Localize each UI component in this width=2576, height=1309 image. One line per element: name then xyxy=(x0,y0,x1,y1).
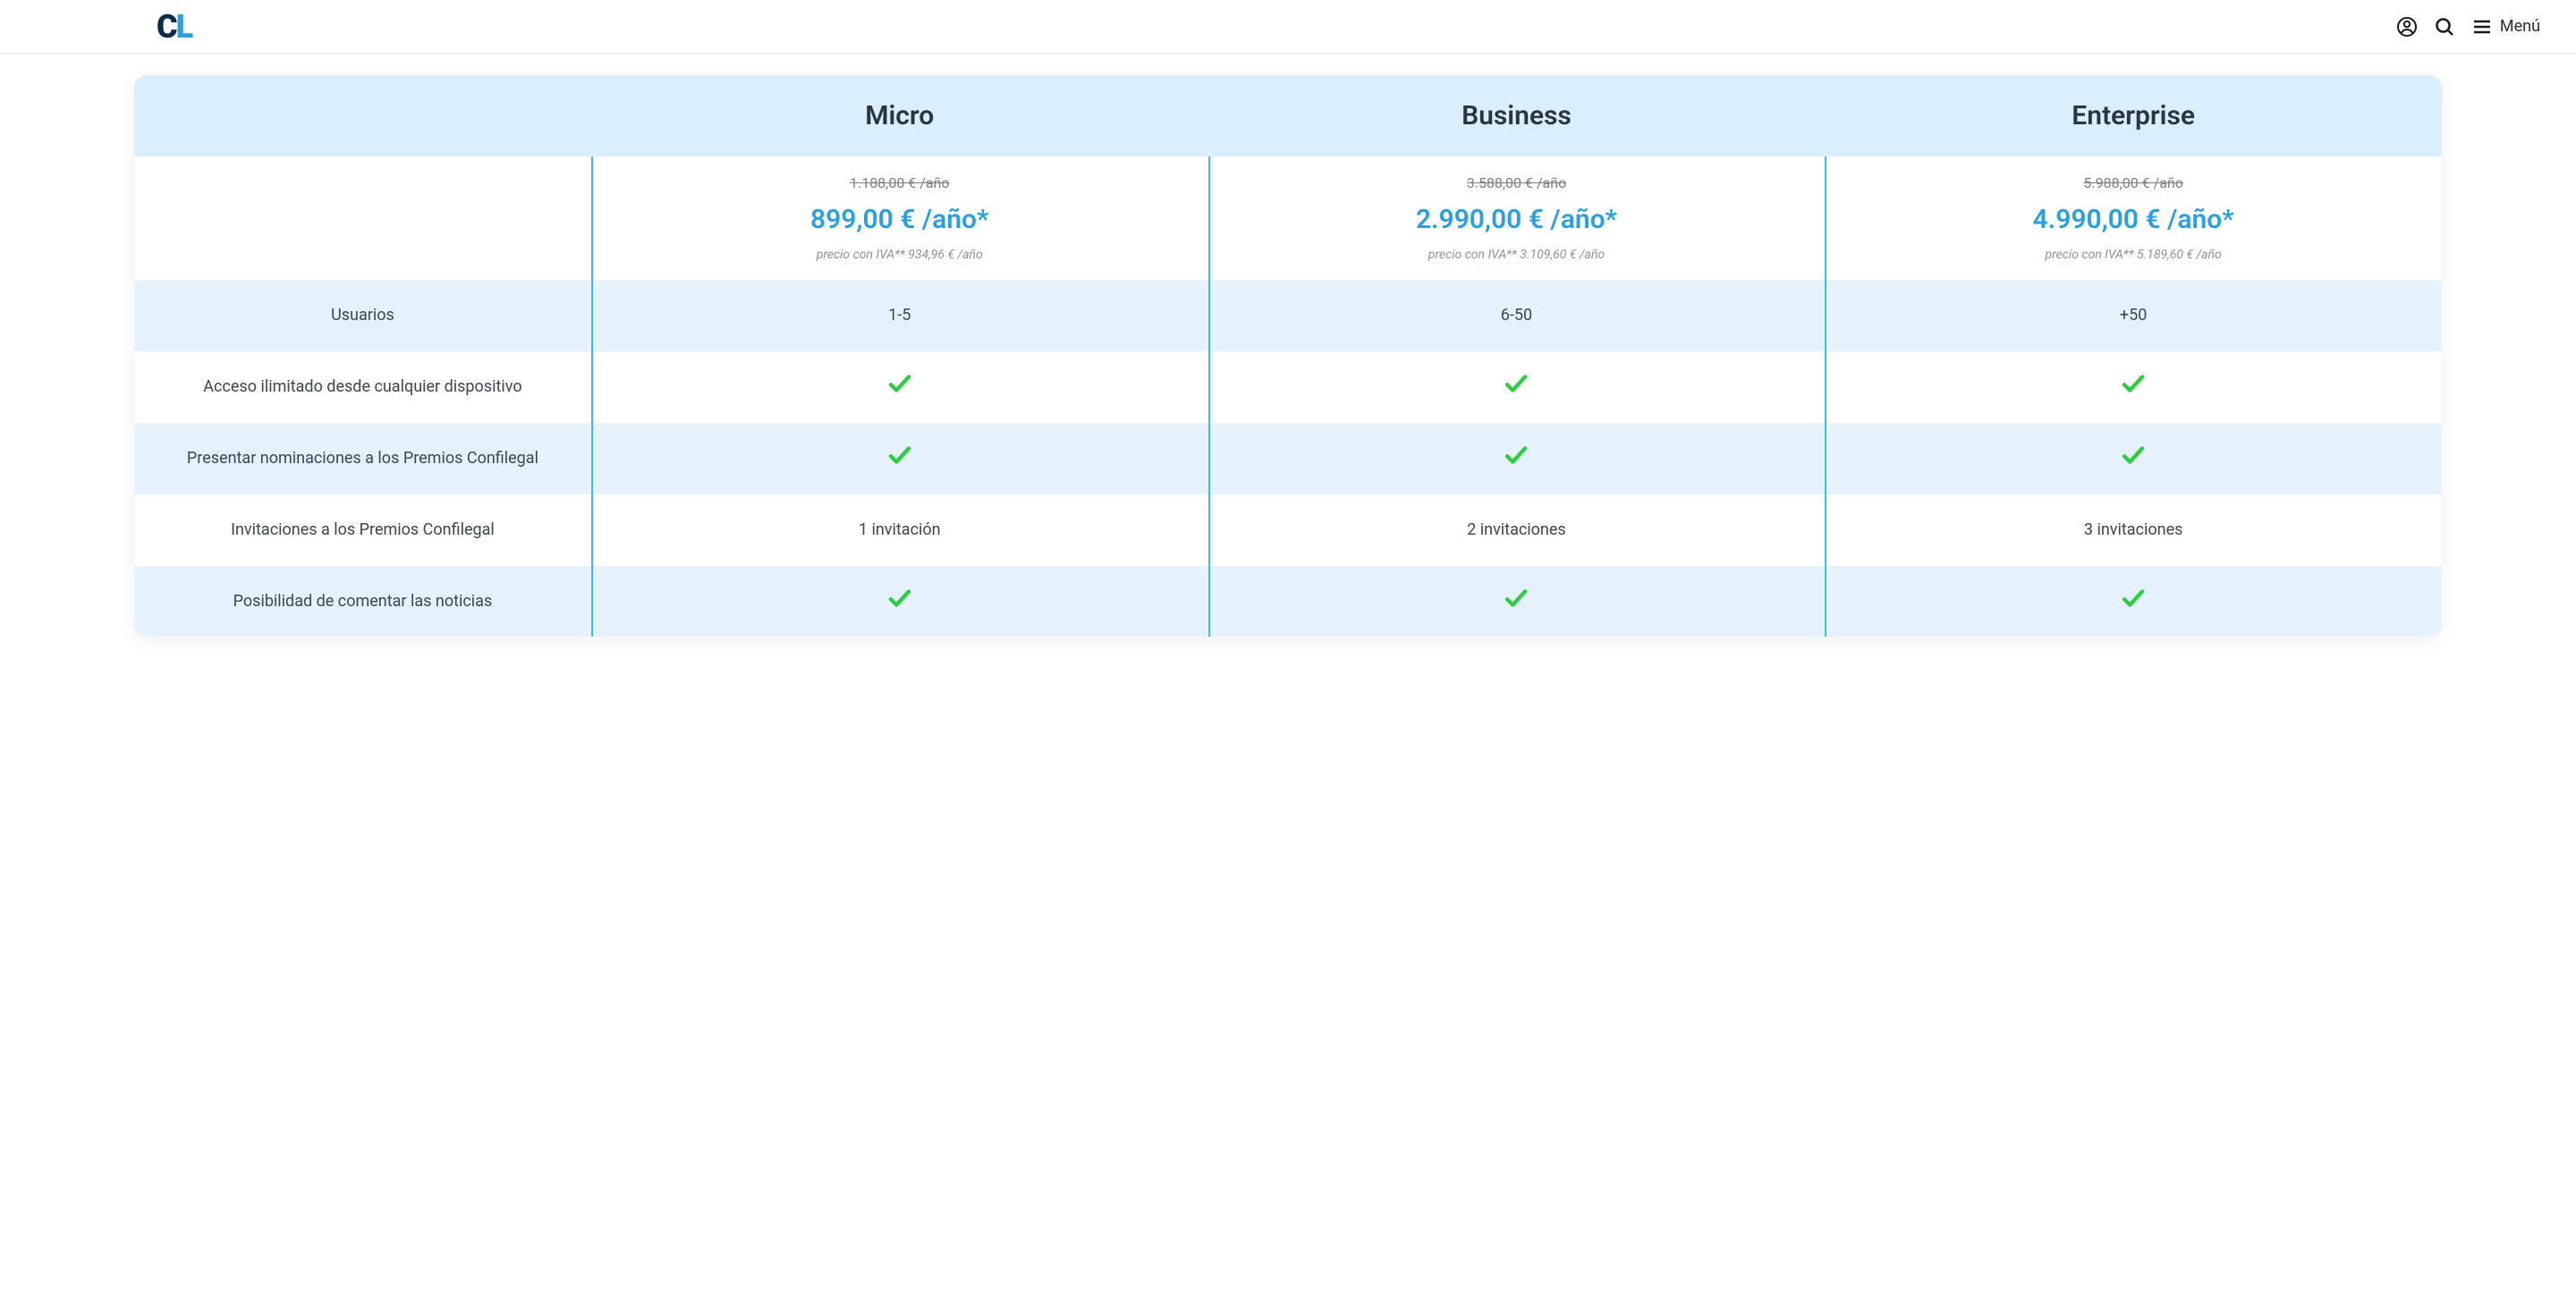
plan-vat: precio con IVA** 5.189,60 € /año xyxy=(2046,248,2222,262)
plan-price: 4.990,00 € /año* xyxy=(2033,204,2234,235)
feature-value: 6-50 xyxy=(1208,280,1826,351)
logo-letter-c: C xyxy=(157,11,176,43)
feature-label: Invitaciones a los Premios Confilegal xyxy=(134,494,591,566)
site-header: C L Menú xyxy=(0,0,2576,54)
check-icon xyxy=(2120,442,2147,475)
feature-label: Acceso ilimitado desde cualquier disposi… xyxy=(134,351,591,423)
pricing-feature-row: Invitaciones a los Premios Confilegal1 i… xyxy=(134,494,2442,566)
plan-price-micro: 1.188,00 € /año 899,00 € /año* precio co… xyxy=(591,156,1208,280)
feature-value xyxy=(1825,351,2442,423)
plan-price: 899,00 € /año* xyxy=(810,204,989,235)
check-icon xyxy=(1503,442,1530,475)
feature-value: 2 invitaciones xyxy=(1208,494,1826,566)
feature-value: 1 invitación xyxy=(591,494,1208,566)
plan-price-enterprise: 5.988,00 € /año 4.990,00 € /año* precio … xyxy=(1825,156,2442,280)
feature-value xyxy=(1208,351,1826,423)
plan-vat: precio con IVA** 934,96 € /año xyxy=(817,248,983,262)
plan-name-business: Business xyxy=(1208,75,1826,156)
pricing-feature-row: Usuarios1-56-50+50 xyxy=(134,280,2442,351)
check-icon xyxy=(2120,370,2147,403)
feature-label: Posibilidad de comentar las noticias xyxy=(134,566,591,638)
feature-value xyxy=(591,351,1208,423)
plan-name-enterprise: Enterprise xyxy=(1825,75,2442,156)
page-content: Micro Business Enterprise 1.188,00 € /añ… xyxy=(0,54,2576,637)
pricing-price-row: 1.188,00 € /año 899,00 € /año* precio co… xyxy=(134,156,2442,280)
check-icon xyxy=(1503,585,1530,618)
check-icon xyxy=(886,442,913,475)
feature-value xyxy=(1825,566,2442,638)
feature-value: 3 invitaciones xyxy=(1825,494,2442,566)
feature-label: Presentar nominaciones a los Premios Con… xyxy=(134,423,591,494)
plan-price-business: 3.588,00 € /año 2.990,00 € /año* precio … xyxy=(1208,156,1826,280)
pricing-feature-row: Presentar nominaciones a los Premios Con… xyxy=(134,423,2442,494)
account-icon[interactable] xyxy=(2396,16,2418,38)
plan-price: 2.990,00 € /año* xyxy=(1416,204,1617,235)
plan-name-micro: Micro xyxy=(591,75,1208,156)
plan-old-price: 1.188,00 € /año xyxy=(850,174,950,191)
feature-value xyxy=(1208,566,1826,638)
pricing-table: Micro Business Enterprise 1.188,00 € /añ… xyxy=(134,75,2442,637)
pricing-feature-rows: Usuarios1-56-50+50Acceso ilimitado desde… xyxy=(134,280,2442,637)
check-icon xyxy=(1503,370,1530,403)
check-icon xyxy=(886,585,913,618)
pricing-price-label xyxy=(134,156,591,280)
pricing-feature-row: Acceso ilimitado desde cualquier disposi… xyxy=(134,351,2442,423)
pricing-header-row: Micro Business Enterprise xyxy=(134,75,2442,156)
plan-old-price: 3.588,00 € /año xyxy=(1467,174,1567,191)
feature-label: Usuarios xyxy=(134,280,591,351)
menu-button[interactable]: Menú xyxy=(2471,16,2540,38)
search-icon[interactable] xyxy=(2434,16,2455,38)
feature-value: +50 xyxy=(1825,280,2442,351)
plan-old-price: 5.988,00 € /año xyxy=(2083,174,2183,191)
feature-value xyxy=(1208,423,1826,494)
header-actions: Menú xyxy=(2396,16,2540,38)
feature-value xyxy=(1825,423,2442,494)
pricing-feature-row: Posibilidad de comentar las noticias xyxy=(134,566,2442,638)
hamburger-icon xyxy=(2471,16,2493,38)
check-icon xyxy=(886,370,913,403)
menu-label: Menú xyxy=(2500,17,2540,36)
pricing-body: 1.188,00 € /año 899,00 € /año* precio co… xyxy=(134,156,2442,637)
logo-letter-l: L xyxy=(176,11,192,43)
feature-value xyxy=(591,423,1208,494)
check-icon xyxy=(2120,585,2147,618)
feature-value: 1-5 xyxy=(591,280,1208,351)
logo[interactable]: C L xyxy=(157,11,191,43)
plan-vat: precio con IVA** 3.109,60 € /año xyxy=(1428,248,1605,262)
pricing-header-empty xyxy=(134,75,591,156)
feature-value xyxy=(591,566,1208,638)
